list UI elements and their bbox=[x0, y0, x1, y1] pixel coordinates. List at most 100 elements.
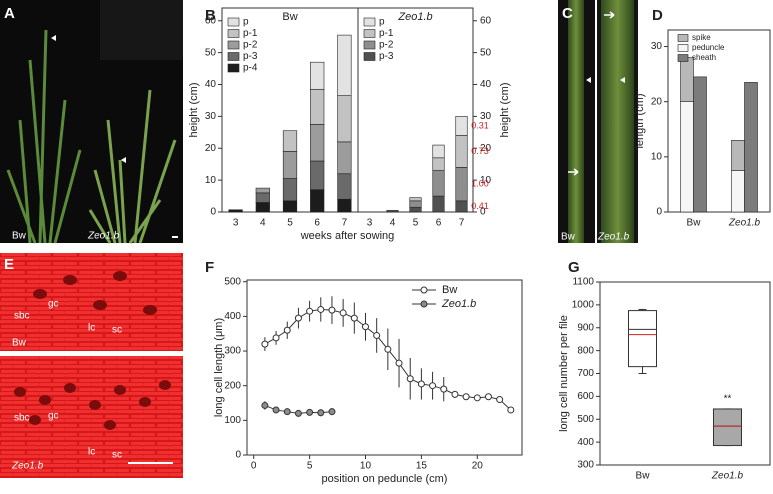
panel-letter: D bbox=[652, 7, 663, 24]
marker bbox=[306, 307, 314, 315]
y-tick-label: 20 bbox=[480, 143, 492, 154]
bar-segment bbox=[282, 130, 298, 152]
legend-marker bbox=[420, 300, 428, 308]
marker bbox=[261, 340, 269, 348]
y-tick-label: 400 bbox=[224, 311, 241, 322]
plot-frame bbox=[599, 281, 771, 466]
bar-segment bbox=[432, 157, 445, 171]
legend-swatch bbox=[227, 29, 240, 38]
legend-swatch bbox=[363, 40, 376, 50]
bar-segment bbox=[282, 200, 298, 213]
panel-letter: G bbox=[568, 259, 580, 276]
bar-segment bbox=[409, 200, 422, 208]
panel-letter: F bbox=[205, 259, 214, 276]
photo-label: Zeo1.b bbox=[87, 231, 120, 242]
marker bbox=[484, 393, 492, 401]
legend-swatch bbox=[227, 63, 240, 73]
y-tick-label: 60 bbox=[205, 15, 217, 26]
x-tick-label: Zeo1.b bbox=[711, 471, 744, 482]
bar-segment bbox=[409, 197, 422, 202]
bar-segment bbox=[282, 151, 298, 179]
box bbox=[628, 310, 657, 368]
bar-segment bbox=[310, 61, 325, 90]
legend-label: Zeo1.b bbox=[441, 298, 476, 310]
legend-label: peduncle bbox=[692, 43, 725, 52]
marker bbox=[451, 390, 459, 398]
legend-swatch bbox=[227, 17, 240, 27]
y-tick-label: 100 bbox=[224, 415, 241, 426]
legend-label: p-3 bbox=[243, 51, 258, 62]
y-tick-label: 300 bbox=[577, 460, 594, 471]
marker bbox=[328, 306, 336, 314]
legend-label: p bbox=[243, 17, 249, 28]
y-tick-label: 1000 bbox=[572, 300, 595, 311]
x-tick-label: Bw bbox=[636, 471, 651, 482]
bar-segment bbox=[386, 210, 399, 213]
photo-label: gc bbox=[48, 299, 59, 310]
photo-label: Bw bbox=[12, 231, 27, 242]
legend-label: p-4 bbox=[243, 63, 258, 74]
marker bbox=[317, 409, 325, 417]
panel-letter: E bbox=[4, 256, 14, 273]
annotation: 0.31 bbox=[471, 120, 489, 130]
y-tick-label: 900 bbox=[577, 322, 594, 333]
photo-label: sbc bbox=[14, 311, 30, 322]
y-axis-label: height (cm) bbox=[499, 82, 511, 137]
x-tick-label: 4 bbox=[260, 218, 266, 229]
bar bbox=[744, 82, 758, 213]
bar-segment bbox=[455, 200, 468, 213]
photo-label: Zeo1.b bbox=[597, 232, 630, 243]
bar-segment bbox=[432, 144, 445, 159]
y-tick-label: 0 bbox=[480, 207, 486, 218]
marker bbox=[306, 408, 314, 416]
marker bbox=[373, 331, 381, 339]
bar-segment bbox=[228, 209, 243, 213]
x-tick-label: 3 bbox=[233, 218, 239, 229]
bar bbox=[731, 140, 745, 171]
x-tick-label: Bw bbox=[687, 218, 702, 229]
box bbox=[713, 408, 742, 447]
legend-label: p-3 bbox=[379, 51, 394, 62]
bar-segment bbox=[455, 135, 468, 168]
x-tick-label: 7 bbox=[342, 218, 348, 229]
legend-label: p-2 bbox=[243, 40, 258, 51]
annotation: 0.41 bbox=[471, 201, 489, 211]
y-axis-label: long cell number per file bbox=[558, 315, 570, 432]
bar-segment bbox=[337, 141, 352, 175]
x-tick-label: 0 bbox=[251, 461, 257, 472]
x-tick-label: 6 bbox=[314, 218, 320, 229]
y-tick-label: 600 bbox=[577, 391, 594, 402]
bar-segment bbox=[255, 187, 270, 194]
bar-segment bbox=[255, 192, 270, 203]
photo-label: gc bbox=[48, 411, 59, 422]
marker bbox=[473, 394, 481, 402]
photo-label: lc bbox=[88, 323, 95, 334]
photo-label: Zeo1.b bbox=[11, 461, 44, 472]
y-tick-label: 0 bbox=[235, 450, 241, 461]
bar bbox=[731, 170, 745, 213]
annotation: 1.00 bbox=[471, 178, 489, 188]
legend-label: spike bbox=[692, 33, 711, 42]
marker bbox=[328, 408, 336, 416]
y-tick-label: 800 bbox=[577, 345, 594, 356]
y-tick-label: 50 bbox=[480, 47, 492, 58]
significance: ** bbox=[724, 394, 732, 405]
y-tick-label: 400 bbox=[577, 437, 594, 448]
x-tick-label: 6 bbox=[436, 218, 442, 229]
marker bbox=[294, 314, 302, 322]
bar-segment bbox=[337, 95, 352, 143]
x-tick-label: 10 bbox=[360, 461, 372, 472]
y-tick-label: 300 bbox=[224, 346, 241, 357]
y-tick-label: 20 bbox=[651, 96, 663, 107]
legend-swatch bbox=[677, 54, 689, 62]
legend-label: p-1 bbox=[379, 28, 394, 39]
y-axis-label: long cell length (μm) bbox=[213, 318, 225, 417]
y-tick-label: 500 bbox=[224, 276, 241, 287]
marker bbox=[361, 323, 369, 331]
bar bbox=[680, 57, 694, 102]
y-tick-label: 10 bbox=[205, 175, 217, 186]
marker bbox=[261, 401, 269, 409]
annotation: 0.73 bbox=[471, 146, 489, 156]
legend-swatch bbox=[363, 52, 376, 61]
